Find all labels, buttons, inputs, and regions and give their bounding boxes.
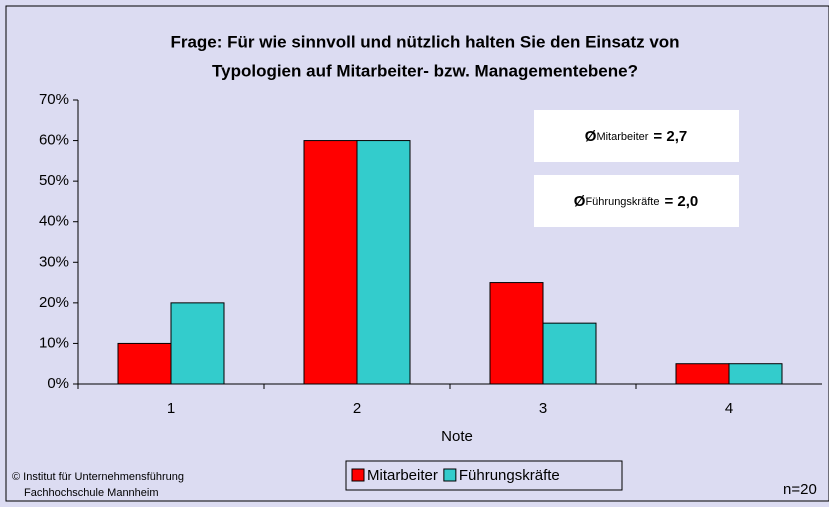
chart-border bbox=[5, 5, 829, 502]
annotation-subscript: Führungskräfte bbox=[585, 196, 659, 208]
bar bbox=[489, 282, 544, 385]
y-tick-label: 60% bbox=[39, 132, 69, 149]
bar bbox=[303, 140, 358, 385]
y-tick-label: 40% bbox=[39, 213, 69, 230]
annotation-value: = 2,7 bbox=[653, 128, 687, 145]
annotation-box bbox=[534, 175, 739, 227]
x-axis-label: Note bbox=[441, 428, 473, 445]
annotation-subscript: Mitarbeiter bbox=[596, 131, 648, 143]
annotation-value: = 2,0 bbox=[664, 193, 698, 210]
y-tick-label: 0% bbox=[47, 375, 69, 392]
footer: Fachhochschule Mannheim bbox=[24, 487, 159, 499]
annotation-symbol: Ø bbox=[585, 128, 597, 145]
y-tick-label: 50% bbox=[39, 172, 69, 189]
legend-label: Mitarbeiter bbox=[367, 467, 438, 484]
footer: © Institut für Unternehmensführung bbox=[12, 471, 184, 483]
sample-size: n=20 bbox=[783, 481, 817, 498]
x-tick-label: 1 bbox=[167, 400, 175, 417]
legend-swatch bbox=[443, 468, 457, 482]
chart-title: Frage: Für wie sinnvoll und nützlich hal… bbox=[170, 32, 679, 51]
x-tick-label: 4 bbox=[725, 400, 733, 417]
x-tick-label: 3 bbox=[539, 400, 547, 417]
bar bbox=[356, 140, 411, 385]
annotation: ØMitarbeiter = 2,7 bbox=[585, 128, 687, 145]
annotation: ØFührungskräfte = 2,0 bbox=[574, 193, 698, 210]
y-tick-label: 70% bbox=[39, 91, 69, 108]
y-tick-label: 20% bbox=[39, 294, 69, 311]
annotation-box bbox=[534, 110, 739, 162]
legend-box bbox=[345, 460, 623, 491]
y-tick-label: 30% bbox=[39, 253, 69, 270]
bar bbox=[728, 363, 783, 385]
y-tick-label: 10% bbox=[39, 334, 69, 351]
legend-label: Führungskräfte bbox=[459, 467, 560, 484]
bar bbox=[117, 342, 172, 385]
x-tick-label: 2 bbox=[353, 400, 361, 417]
chart-title: Typologien auf Mitarbeiter- bzw. Managem… bbox=[212, 61, 638, 80]
bar bbox=[170, 302, 225, 385]
legend-swatch bbox=[351, 468, 365, 482]
bar bbox=[542, 322, 597, 385]
annotation-symbol: Ø bbox=[574, 193, 586, 210]
bar bbox=[675, 363, 730, 385]
